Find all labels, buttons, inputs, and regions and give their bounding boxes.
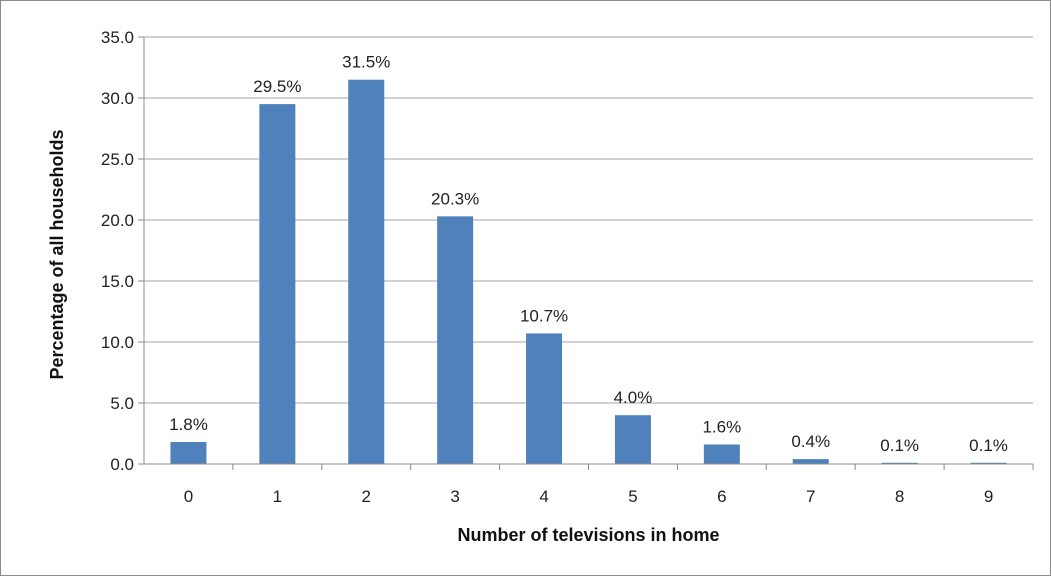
bar — [170, 442, 207, 464]
y-tick-label: 25.0 — [101, 150, 134, 169]
x-tick-label: 1 — [273, 487, 282, 506]
bars — [170, 79, 1007, 464]
bar — [792, 459, 829, 464]
data-label: 10.7% — [520, 306, 568, 325]
data-labels: 1.8% 29.5% 31.5% 20.3% 10.7% 4.0% 1.6% 0.4% 0.1%… — [169, 53, 1008, 455]
x-tick-label: 6 — [717, 487, 726, 506]
y-tick-label: 30.0 — [101, 89, 134, 108]
x-tick-label: 7 — [806, 487, 815, 506]
y-axis-title: Percentage of all households — [47, 129, 67, 379]
y-tick-label: 35.0 — [101, 28, 134, 47]
bar — [970, 462, 1007, 464]
bar — [437, 216, 474, 464]
x-tick-label: 4 — [539, 487, 548, 506]
x-tick-label: 3 — [450, 487, 459, 506]
data-label: 1.6% — [702, 417, 741, 436]
y-tick-label: 5.0 — [110, 394, 134, 413]
y-tick-label: 10.0 — [101, 333, 134, 352]
x-axis-ticks: 0 1 2 3 4 5 6 7 8 9 — [184, 464, 1034, 506]
bar — [348, 79, 385, 464]
y-tick-label: 0.0 — [110, 455, 134, 474]
x-tick-label: 2 — [362, 487, 371, 506]
bar — [526, 333, 563, 464]
data-label: 29.5% — [253, 77, 301, 96]
data-label: 20.3% — [431, 189, 479, 208]
data-label: 0.1% — [880, 436, 919, 455]
x-tick-label: 0 — [184, 487, 193, 506]
y-axis-ticks: 0.0 5.0 10.0 15.0 20.0 25.0 30.0 35.0 — [101, 28, 144, 474]
x-axis-title: Number of televisions in home — [457, 525, 719, 545]
data-label: 4.0% — [614, 388, 653, 407]
y-tick-label: 15.0 — [101, 272, 134, 291]
x-tick-label: 5 — [628, 487, 637, 506]
x-tick-label: 8 — [895, 487, 904, 506]
data-label: 0.4% — [791, 432, 830, 451]
bar — [259, 104, 296, 464]
x-tick-label: 9 — [984, 487, 993, 506]
bar — [703, 444, 740, 464]
y-tick-label: 20.0 — [101, 211, 134, 230]
data-label: 31.5% — [342, 53, 390, 72]
data-label: 1.8% — [169, 415, 208, 434]
bar — [881, 462, 918, 464]
bar — [614, 415, 651, 464]
data-label: 0.1% — [969, 436, 1008, 455]
